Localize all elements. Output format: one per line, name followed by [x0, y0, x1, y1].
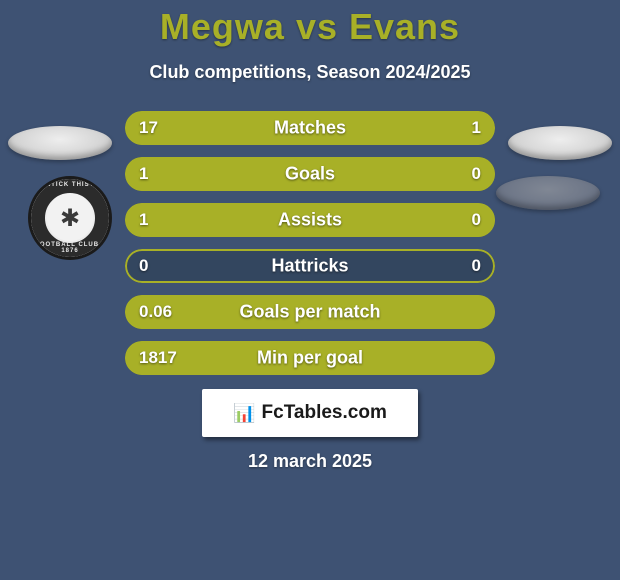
bar-value-right: 1	[472, 118, 481, 138]
bar-value-left: 1	[139, 164, 148, 184]
stat-bar-row: 0 Hattricks 0	[125, 249, 495, 283]
stat-bar-row: 0.06 Goals per match	[125, 295, 495, 329]
stat-bar-row: 1 Assists 0	[125, 203, 495, 237]
infographic: Megwa vs Evans Club competitions, Season…	[0, 0, 620, 580]
bar-value-left: 1	[139, 210, 148, 230]
stat-bar-row: 17 Matches 1	[125, 111, 495, 145]
bar-value-right: 0	[472, 164, 481, 184]
crest-ring	[31, 179, 109, 257]
stat-bar-row: 1817 Min per goal	[125, 341, 495, 375]
bar-value-left: 1817	[139, 348, 177, 368]
page-subtitle: Club competitions, Season 2024/2025	[0, 62, 620, 83]
footer-date: 12 march 2025	[0, 451, 620, 472]
right-club-ellipse-1	[508, 126, 612, 160]
right-club-ellipse-2	[496, 176, 600, 210]
stat-bar-row: 1 Goals 0	[125, 157, 495, 191]
crest-text-bottom: FOOTBALL CLUB · 1876	[31, 242, 109, 254]
page-title: Megwa vs Evans	[0, 0, 620, 48]
bar-value-left: 0.06	[139, 302, 172, 322]
footer-badge: 📊 FcTables.com	[202, 389, 418, 437]
bar-label: Goals per match	[239, 302, 380, 323]
bar-label: Goals	[285, 164, 335, 185]
left-club-ellipse	[8, 126, 112, 160]
chart-icon: 📊	[233, 403, 255, 424]
stats-bars: 17 Matches 1 1 Goals 0 1 Assists 0 0 Hattricks 0 0.0…	[125, 111, 495, 375]
footer-badge-text: FcTables.com	[262, 402, 387, 424]
bar-value-right: 0	[472, 210, 481, 230]
crest-glyph-icon: ✱	[47, 195, 93, 241]
bar-label: Min per goal	[257, 348, 363, 369]
left-club-crest: PARTICK THISTLE FOOTBALL CLUB · 1876 ✱	[28, 176, 112, 260]
bar-label: Hattricks	[271, 256, 348, 277]
bar-label: Assists	[278, 210, 342, 231]
crest-text-top: PARTICK THISTLE	[31, 182, 109, 188]
bar-value-right: 0	[472, 256, 481, 276]
bar-value-left: 0	[139, 256, 148, 276]
bar-value-left: 17	[139, 118, 158, 138]
bar-label: Matches	[274, 118, 346, 139]
